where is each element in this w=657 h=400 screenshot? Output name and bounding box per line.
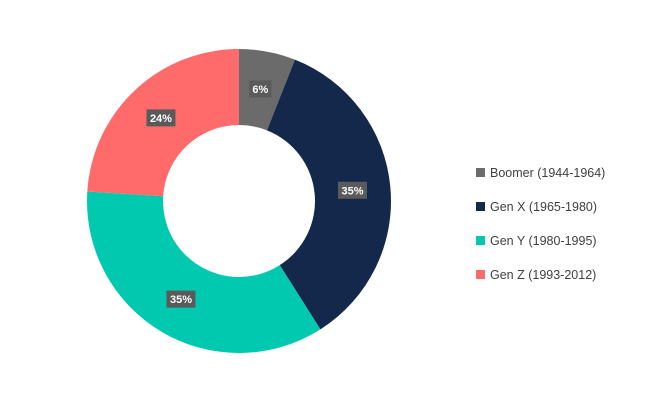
data-label-gen-x: 35% xyxy=(337,181,367,199)
data-label-text: 24% xyxy=(150,113,172,125)
data-label-box xyxy=(249,80,272,98)
donut-slices xyxy=(87,49,391,353)
legend-item-boomer: Boomer (1944-1964) xyxy=(476,164,651,181)
data-label-box xyxy=(166,290,196,308)
data-label-box xyxy=(146,109,176,127)
legend-swatch-gen-x xyxy=(476,202,485,211)
data-label-gen-y: 35% xyxy=(166,290,196,308)
legend-label-gen-x: Gen X (1965-1980) xyxy=(490,199,598,214)
data-label-gen-z: 24% xyxy=(146,109,176,127)
legend-item-gen-z: Gen Z (1993-2012) xyxy=(476,266,651,283)
data-label-text: 35% xyxy=(170,294,192,306)
data-label-text: 35% xyxy=(341,185,363,197)
legend-swatch-boomer xyxy=(476,168,485,177)
donut-slice-gen-x xyxy=(266,59,391,330)
donut-slice-gen-y xyxy=(87,191,321,353)
legend-swatch-gen-z xyxy=(476,270,485,279)
donut-data-labels: 6% 35% 35% 24% xyxy=(146,80,367,308)
data-label-text: 6% xyxy=(252,84,268,96)
legend-item-gen-x: Gen X (1965-1980) xyxy=(476,198,651,215)
legend-swatch-gen-y xyxy=(476,236,485,245)
legend-item-gen-y: Gen Y (1980-1995) xyxy=(476,232,651,249)
data-label-boomer: 6% xyxy=(249,80,272,98)
data-label-box xyxy=(337,181,367,199)
legend-label-gen-y: Gen Y (1980-1995) xyxy=(490,233,597,248)
legend: Boomer (1944-1964) Gen X (1965-1980) Gen… xyxy=(476,164,651,300)
legend-label-gen-z: Gen Z (1993-2012) xyxy=(490,267,597,282)
legend-label-boomer: Boomer (1944-1964) xyxy=(490,165,606,180)
